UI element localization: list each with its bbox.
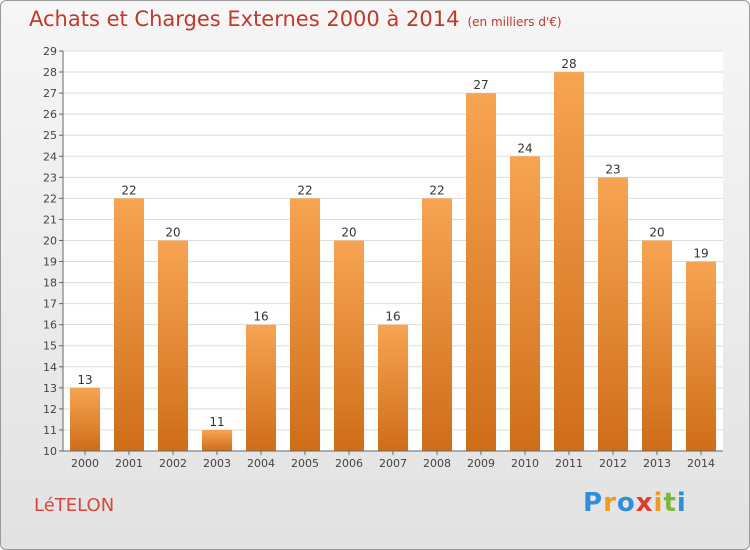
bar-value-label: 20	[649, 225, 664, 239]
logo-letter: P	[583, 488, 604, 518]
bar	[334, 240, 364, 451]
bar-value-label: 27	[473, 78, 488, 92]
commune-name: LéTELON	[34, 495, 115, 516]
bar	[686, 261, 716, 451]
x-tick-label: 2003	[203, 457, 231, 470]
bar-value-label: 20	[341, 225, 356, 239]
bar-value-label: 19	[693, 247, 708, 261]
bar	[554, 72, 584, 451]
bar-value-label: 16	[253, 310, 268, 324]
bar	[246, 324, 276, 451]
y-tick-label: 27	[43, 87, 57, 100]
bar-value-label: 28	[561, 57, 576, 71]
bar	[378, 324, 408, 451]
logo-letter: i	[676, 488, 687, 518]
y-tick-label: 12	[43, 403, 57, 416]
bar	[114, 198, 144, 451]
logo-letter: t	[663, 488, 677, 518]
x-tick-label: 2005	[291, 457, 319, 470]
bar	[70, 387, 100, 451]
y-tick-label: 28	[43, 66, 57, 79]
x-tick-label: 2006	[335, 457, 363, 470]
x-tick-label: 2009	[467, 457, 495, 470]
logo-letter: r	[603, 488, 617, 518]
y-tick-label: 26	[43, 108, 57, 121]
chart-title-text: Achats et Charges Externes 2000 à 2014	[29, 7, 460, 31]
y-tick-label: 11	[43, 424, 57, 437]
bar	[290, 198, 320, 451]
bar	[598, 177, 628, 451]
y-tick-label: 13	[43, 382, 57, 395]
x-tick-label: 2013	[643, 457, 671, 470]
x-tick-label: 2000	[71, 457, 99, 470]
bar	[202, 429, 232, 451]
x-tick-label: 2014	[687, 457, 715, 470]
bar	[422, 198, 452, 451]
logo-letter: x	[635, 488, 654, 518]
x-tick-label: 2012	[599, 457, 627, 470]
x-tick-label: 2008	[423, 457, 451, 470]
y-tick-label: 17	[43, 298, 57, 311]
y-tick-label: 24	[43, 150, 57, 163]
bar-value-label: 20	[165, 225, 180, 239]
logo-letter: o	[616, 488, 636, 518]
x-tick-label: 2002	[159, 457, 187, 470]
y-tick-label: 18	[43, 277, 57, 290]
bar-value-label: 24	[517, 141, 532, 155]
bar-value-label: 22	[429, 183, 444, 197]
bar-value-label: 13	[77, 373, 92, 387]
bar-value-label: 16	[385, 310, 400, 324]
bar	[642, 240, 672, 451]
bar-value-label: 11	[209, 415, 224, 429]
y-tick-label: 25	[43, 129, 57, 142]
proxiti-logo: Proxiti	[583, 488, 687, 518]
x-tick-label: 2010	[511, 457, 539, 470]
y-tick-label: 20	[43, 234, 57, 247]
y-tick-label: 10	[43, 445, 57, 458]
bar	[158, 240, 188, 451]
x-tick-label: 2007	[379, 457, 407, 470]
y-tick-label: 21	[43, 213, 57, 226]
bar-value-label: 22	[121, 183, 136, 197]
x-tick-label: 2004	[247, 457, 275, 470]
x-tick-label: 2011	[555, 457, 583, 470]
y-tick-label: 16	[43, 319, 57, 332]
y-tick-label: 29	[43, 45, 57, 58]
chart-subtitle: (en milliers d'€)	[467, 15, 562, 29]
x-tick-label: 2001	[115, 457, 143, 470]
bar-value-label: 23	[605, 162, 620, 176]
bar-value-label: 22	[297, 183, 312, 197]
chart-title: Achats et Charges Externes 2000 à 2014 (e…	[29, 7, 562, 31]
logo-letter: i	[653, 488, 664, 518]
y-tick-label: 19	[43, 256, 57, 269]
y-tick-label: 22	[43, 192, 57, 205]
bar	[466, 93, 496, 452]
y-tick-label: 14	[43, 361, 57, 374]
y-tick-label: 23	[43, 171, 57, 184]
bar	[510, 156, 540, 451]
y-tick-label: 15	[43, 340, 57, 353]
